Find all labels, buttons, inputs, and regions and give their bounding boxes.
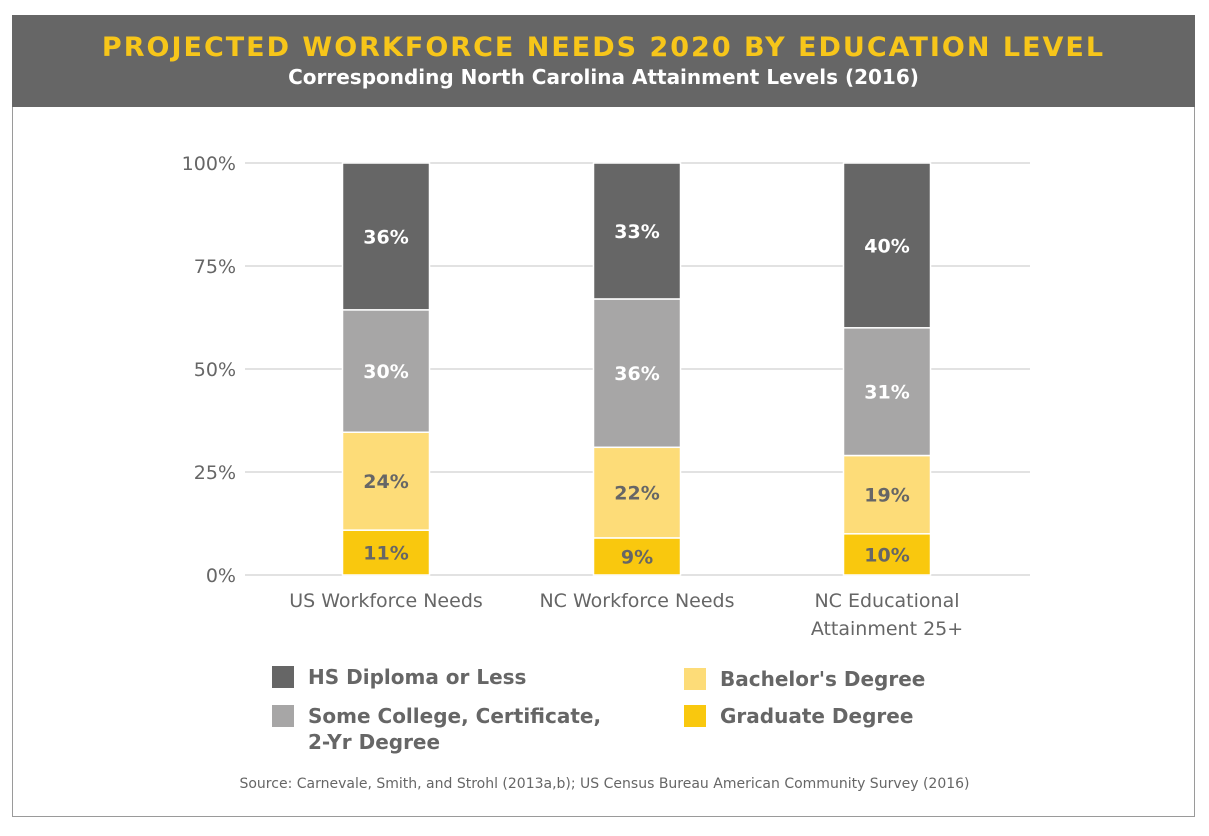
legend-label: HS Diploma or Less xyxy=(308,665,527,689)
legend-label: Graduate Degree xyxy=(720,704,914,728)
legend-item-graduate: Graduate Degree xyxy=(684,703,913,729)
data-label: 36% xyxy=(363,226,408,248)
x-tick-label: NC Workforce Needs xyxy=(539,590,734,612)
y-tick-label: 25% xyxy=(194,462,236,484)
bar-segment xyxy=(842,162,932,329)
source-note: Source: Carnevale, Smith, and Strohl (20… xyxy=(239,776,970,792)
y-tick-label: 100% xyxy=(182,153,236,175)
data-label: 24% xyxy=(363,471,408,493)
data-label: 36% xyxy=(614,363,659,385)
legend-item-hs: HS Diploma or Less xyxy=(272,664,526,690)
bar-segment xyxy=(341,162,431,311)
legend-label: Bachelor's Degree xyxy=(720,667,926,691)
legend-swatch xyxy=(272,705,294,727)
data-label: 31% xyxy=(864,382,909,404)
bar-segment xyxy=(341,529,431,576)
data-label: 19% xyxy=(864,485,909,507)
y-tick-label: 0% xyxy=(206,565,236,587)
legend-swatch xyxy=(684,668,706,690)
x-tick-label: Attainment 25+ xyxy=(811,618,963,640)
y-tick-label: 75% xyxy=(194,256,236,278)
x-tick-label: NC Educational xyxy=(814,590,959,612)
data-label: 10% xyxy=(864,544,909,566)
legend-swatch xyxy=(272,666,294,688)
bar-segment xyxy=(842,454,932,535)
bar-segment xyxy=(842,533,932,576)
data-label: 33% xyxy=(614,221,659,243)
legend-item-some-college: Some College, Certificate, 2-Yr Degree xyxy=(272,703,632,755)
chart-title: PROJECTED WORKFORCE NEEDS 2020 BY EDUCAT… xyxy=(101,32,1106,63)
legend-swatch xyxy=(684,705,706,727)
y-tick-label: 50% xyxy=(194,359,236,381)
data-label: 40% xyxy=(864,235,909,257)
bar-segment xyxy=(592,162,682,300)
header: PROJECTED WORKFORCE NEEDS 2020 BY EDUCAT… xyxy=(12,15,1195,107)
legend-item-bachelors: Bachelor's Degree xyxy=(684,666,925,692)
chart-subtitle: Corresponding North Carolina Attainment … xyxy=(288,65,919,89)
bar-segment xyxy=(592,298,682,449)
legend-label: Some College, Certificate, 2-Yr Degree xyxy=(308,704,602,754)
bar-segment xyxy=(592,537,682,576)
bar-segment xyxy=(341,309,431,433)
data-label: 9% xyxy=(621,546,653,568)
bar-segment xyxy=(592,446,682,539)
bar-segment xyxy=(842,327,932,457)
data-label: 30% xyxy=(363,361,408,383)
data-label: 11% xyxy=(363,543,408,565)
x-tick-label: US Workforce Needs xyxy=(289,590,483,612)
data-label: 22% xyxy=(614,483,659,505)
